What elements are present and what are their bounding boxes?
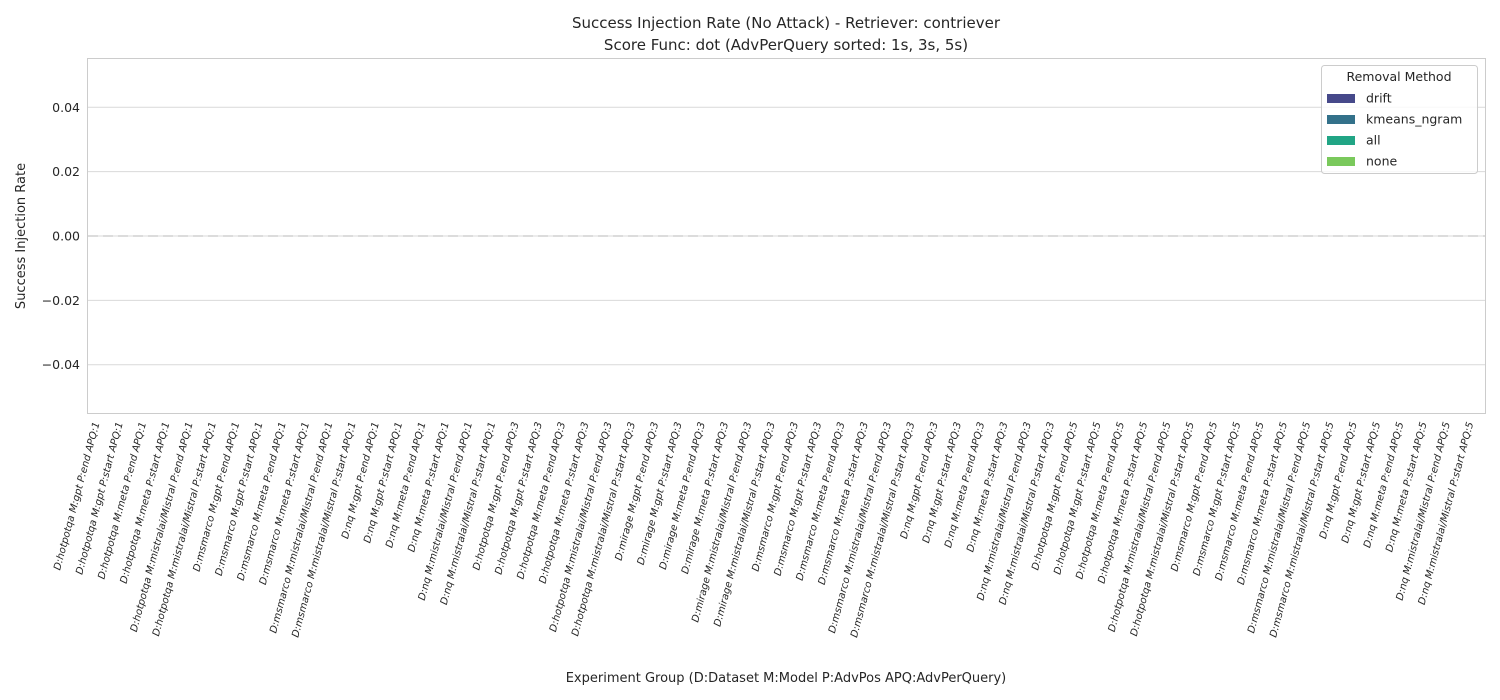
legend-swatch-drift — [1327, 94, 1355, 103]
plot-area-frame — [87, 58, 1486, 414]
legend-label-drift: drift — [1366, 91, 1392, 106]
legend-title: Removal Method — [1346, 69, 1451, 84]
y-axis-ticks: −0.04 −0.02 0.00 0.02 0.04 — [42, 100, 80, 372]
x-axis-ticks: D:hotpotqa M:gpt P:end APQ:1D:hotpotqa M… — [52, 421, 1476, 639]
legend-swatch-none — [1327, 157, 1355, 166]
chart-title-line-1: Success Injection Rate (No Attack) - Ret… — [572, 14, 1001, 32]
y-tick-label: 0.02 — [52, 164, 80, 179]
y-tick-label: 0.00 — [52, 229, 80, 244]
y-tick-label: 0.04 — [52, 100, 80, 115]
legend-box — [1321, 65, 1478, 174]
legend-swatch-all — [1327, 136, 1355, 145]
legend-label-none: none — [1366, 154, 1397, 169]
y-tick-label: −0.02 — [42, 293, 80, 308]
legend-swatch-kmeans_ngram — [1327, 115, 1355, 124]
legend-label-all: all — [1366, 133, 1381, 148]
x-axis-label: Experiment Group (D:Dataset M:Model P:Ad… — [566, 671, 1007, 686]
chart-title-line-2: Score Func: dot (AdvPerQuery sorted: 1s,… — [604, 36, 968, 54]
y-axis-label: Success Injection Rate — [14, 163, 29, 309]
y-tick-label: −0.04 — [42, 357, 80, 372]
legend-label-kmeans_ngram: kmeans_ngram — [1366, 112, 1462, 127]
